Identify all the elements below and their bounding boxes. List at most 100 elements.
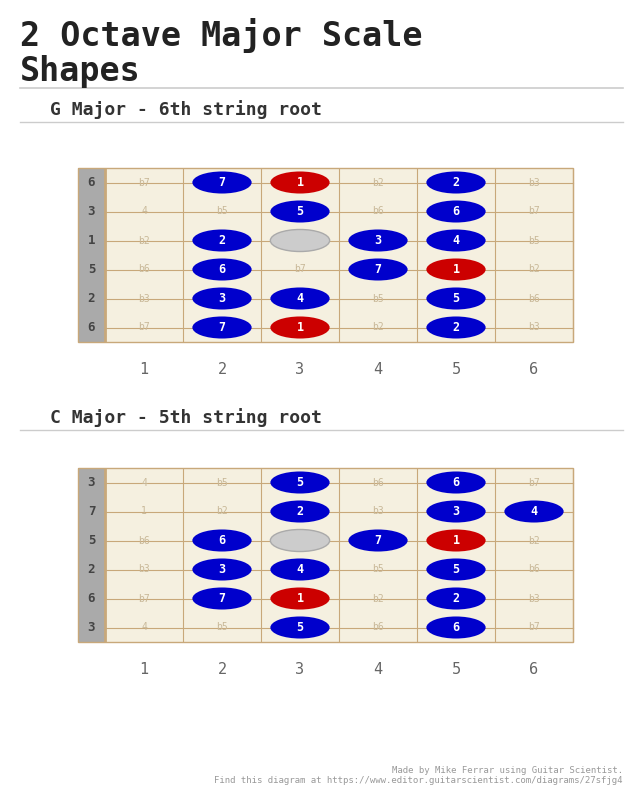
Ellipse shape [426,172,485,193]
Ellipse shape [426,617,485,638]
Text: b3: b3 [138,565,150,574]
Text: 5: 5 [296,621,303,634]
Ellipse shape [426,588,485,610]
Text: 5: 5 [296,476,303,489]
Text: 2 Octave Major Scale: 2 Octave Major Scale [20,18,422,53]
Ellipse shape [349,529,408,552]
Text: 5: 5 [453,292,460,305]
Text: 7: 7 [374,263,381,276]
Text: 1: 1 [141,507,147,516]
Bar [78,468,105,642]
Bar [78,168,573,342]
Ellipse shape [270,172,330,193]
Ellipse shape [270,472,330,493]
Text: b2: b2 [372,322,384,333]
Ellipse shape [426,500,485,523]
Text: Shapes: Shapes [20,55,141,88]
Text: b7: b7 [528,206,540,217]
Text: 3: 3 [295,662,305,677]
Bar [78,168,105,342]
Text: 3: 3 [295,362,305,377]
Text: 3: 3 [374,234,381,247]
Text: b3: b3 [528,177,540,188]
Text: 1: 1 [296,321,303,334]
Ellipse shape [270,588,330,610]
Text: 6: 6 [87,592,95,605]
Text: b7: b7 [528,622,540,633]
Ellipse shape [192,588,251,610]
Text: Made by Mike Ferrar using Guitar Scientist.: Made by Mike Ferrar using Guitar Scienti… [392,766,623,775]
Text: Find this diagram at https://www.editor.guitarscientist.com/diagrams/27sfjg4: Find this diagram at https://www.editor.… [215,776,623,785]
Ellipse shape [426,472,485,493]
Text: b6: b6 [138,265,150,274]
Bar [105,468,573,642]
Text: b5: b5 [216,477,228,488]
Text: 4: 4 [296,563,303,576]
Text: 1: 1 [296,592,303,605]
Text: 6: 6 [87,321,95,334]
Text: b2: b2 [372,593,384,603]
Text: 6: 6 [453,476,460,489]
Ellipse shape [504,500,564,523]
Text: b3: b3 [528,593,540,603]
Text: 2: 2 [217,362,226,377]
Text: b5: b5 [216,622,228,633]
Ellipse shape [426,317,485,338]
Text: b7: b7 [528,477,540,488]
Text: 4: 4 [296,292,303,305]
Text: b6: b6 [372,622,384,633]
Text: b6: b6 [372,477,384,488]
Text: b5: b5 [216,206,228,217]
Text: 2: 2 [219,234,226,247]
Ellipse shape [270,617,330,638]
Ellipse shape [270,229,330,252]
Text: 4: 4 [141,206,147,217]
Ellipse shape [426,258,485,281]
Text: 6: 6 [529,662,539,677]
Text: C Major - 5th string root: C Major - 5th string root [50,408,322,427]
Text: 2: 2 [453,321,460,334]
Text: 3: 3 [219,292,226,305]
Text: 2: 2 [453,592,460,605]
Text: 4: 4 [453,234,460,247]
Text: b6: b6 [528,294,540,303]
Ellipse shape [270,500,330,523]
Text: b2: b2 [528,265,540,274]
Text: b5: b5 [372,294,384,303]
Text: b3: b3 [372,507,384,516]
Bar [105,168,573,342]
Text: b5: b5 [372,565,384,574]
Text: 7: 7 [219,176,226,189]
Text: 1: 1 [140,662,149,677]
Text: G Major - 6th string root: G Major - 6th string root [50,100,322,119]
Text: 7: 7 [219,592,226,605]
Text: 2: 2 [296,505,303,518]
Text: 3: 3 [453,505,460,518]
Text: 1: 1 [87,234,95,247]
Text: 4: 4 [374,662,383,677]
Text: 6: 6 [529,362,539,377]
Ellipse shape [349,258,408,281]
Text: b2: b2 [528,536,540,545]
Text: 3: 3 [87,205,95,218]
Text: 4: 4 [530,505,538,518]
Ellipse shape [426,558,485,581]
Ellipse shape [192,529,251,552]
Text: 2: 2 [87,563,95,576]
Text: b7: b7 [294,265,306,274]
Ellipse shape [426,200,485,222]
Ellipse shape [426,529,485,552]
Text: 4: 4 [374,362,383,377]
Ellipse shape [192,317,251,338]
Ellipse shape [270,558,330,581]
Text: 4: 4 [141,622,147,633]
Text: b7: b7 [138,177,150,188]
Text: b6: b6 [372,206,384,217]
Ellipse shape [270,287,330,310]
Text: b2: b2 [216,507,228,516]
Text: b3: b3 [528,322,540,333]
Text: b2: b2 [372,177,384,188]
Text: 2: 2 [87,292,95,305]
Ellipse shape [192,172,251,193]
Text: 5: 5 [87,534,95,547]
